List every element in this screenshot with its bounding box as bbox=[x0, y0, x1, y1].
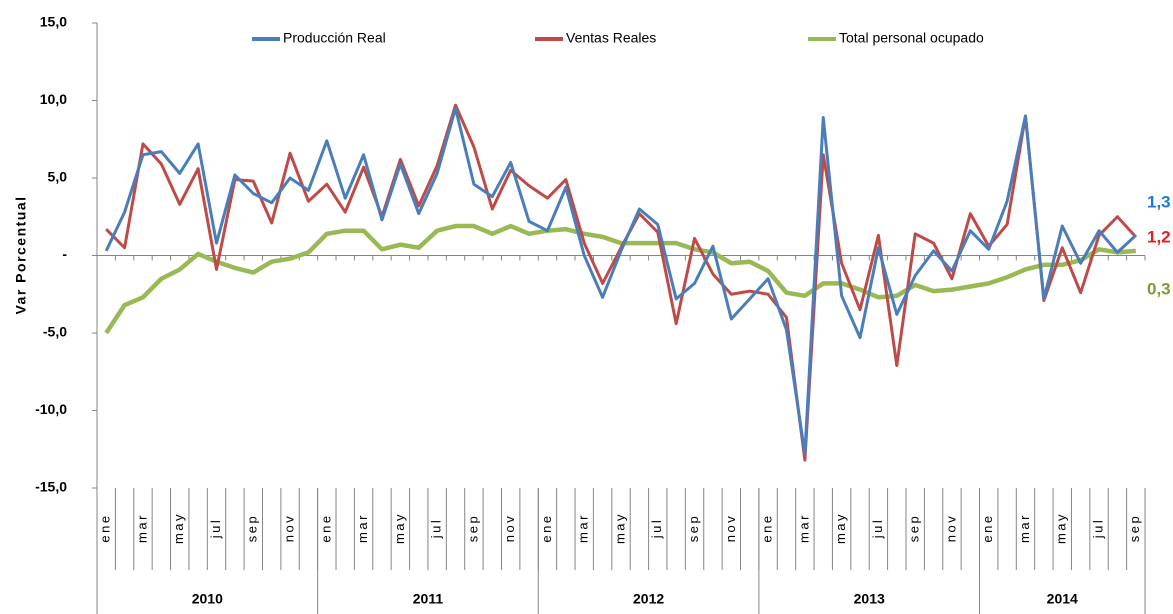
y-tick-label: 15,0 bbox=[40, 14, 67, 30]
x-group-label: 2012 bbox=[633, 591, 664, 607]
series-line bbox=[104, 223, 1136, 335]
x-group-label: 2011 bbox=[413, 591, 444, 607]
y-axis-title: Var Porcentual bbox=[13, 195, 29, 314]
y-tick-label: -15,0 bbox=[35, 479, 67, 495]
x-tick-label: may bbox=[171, 512, 186, 544]
x-tick-label: sep bbox=[1127, 514, 1142, 542]
x-group-label: 2010 bbox=[192, 591, 223, 607]
y-tick-label: -5,0 bbox=[43, 324, 67, 340]
y-tick-label: - bbox=[62, 246, 67, 262]
x-tick-label: sep bbox=[465, 514, 480, 542]
x-tick-label: mar bbox=[576, 513, 591, 543]
x-tick-label: sep bbox=[245, 514, 260, 542]
x-tick-label: mar bbox=[1017, 513, 1032, 543]
x-tick-label: may bbox=[833, 512, 848, 544]
x-tick-label: sep bbox=[686, 514, 701, 542]
y-tick-label: 5,0 bbox=[48, 169, 68, 185]
x-tick-label: jul bbox=[208, 518, 223, 540]
end-value-label: 1,3 bbox=[1147, 192, 1171, 211]
x-tick-label: may bbox=[1054, 512, 1069, 544]
x-tick-label: nov bbox=[281, 514, 296, 542]
x-tick-label: ene bbox=[98, 513, 113, 542]
y-tick-label: 10,0 bbox=[40, 91, 67, 107]
x-tick-label: ene bbox=[760, 513, 775, 542]
x-group-label: 2013 bbox=[854, 591, 885, 607]
x-tick-label: jul bbox=[1090, 518, 1105, 540]
x-tick-label: mar bbox=[796, 513, 811, 543]
x-tick-label: ene bbox=[318, 513, 333, 542]
legend-label: Producción Real bbox=[283, 30, 386, 46]
x-tick-label: ene bbox=[539, 513, 554, 542]
x-tick-label: sep bbox=[907, 514, 922, 542]
x-tick-label: jul bbox=[429, 518, 444, 540]
x-tick-label: may bbox=[392, 512, 407, 544]
x-tick-label: nov bbox=[943, 514, 958, 542]
legend-label: Total personal ocupado bbox=[839, 30, 984, 46]
end-value-label: 1,2 bbox=[1147, 227, 1171, 246]
x-tick-label: jul bbox=[649, 518, 664, 540]
series-line bbox=[104, 106, 1137, 456]
x-tick-label: nov bbox=[502, 514, 517, 542]
x-group-label: 2014 bbox=[1047, 591, 1078, 607]
x-tick-label: ene bbox=[980, 513, 995, 542]
x-tick-label: nov bbox=[723, 514, 738, 542]
x-tick-label: mar bbox=[355, 513, 370, 543]
x-tick-label: may bbox=[612, 512, 627, 544]
end-value-label: 0,3 bbox=[1147, 279, 1171, 298]
x-tick-label: mar bbox=[134, 513, 149, 543]
legend-label: Ventas Reales bbox=[566, 30, 656, 46]
x-tick-label: jul bbox=[870, 518, 885, 540]
y-tick-label: -10,0 bbox=[35, 401, 67, 417]
